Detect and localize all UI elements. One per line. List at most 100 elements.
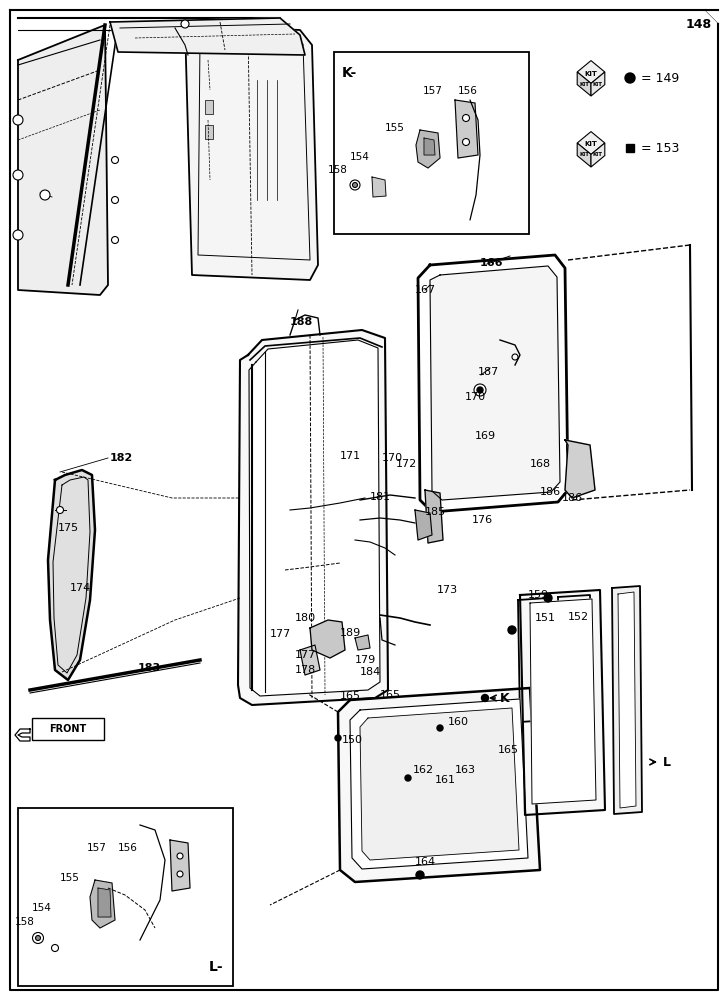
Circle shape <box>356 139 364 147</box>
Circle shape <box>462 138 470 145</box>
Polygon shape <box>360 708 519 860</box>
Text: L-: L- <box>208 960 223 974</box>
Polygon shape <box>18 25 108 295</box>
Polygon shape <box>48 470 95 680</box>
Circle shape <box>38 891 46 899</box>
Text: 165: 165 <box>380 690 401 700</box>
Circle shape <box>57 506 63 514</box>
Text: 177: 177 <box>270 629 291 639</box>
Bar <box>431 74 437 80</box>
Text: 173: 173 <box>437 585 458 595</box>
Circle shape <box>36 936 41 940</box>
Circle shape <box>13 115 23 125</box>
Text: 177: 177 <box>295 650 316 660</box>
Polygon shape <box>10 10 718 990</box>
Polygon shape <box>706 10 718 22</box>
Text: FRONT: FRONT <box>50 724 87 734</box>
Circle shape <box>53 861 61 869</box>
Polygon shape <box>425 490 443 543</box>
Text: KIT: KIT <box>579 152 589 157</box>
Text: 179: 179 <box>355 655 376 665</box>
Polygon shape <box>455 100 478 158</box>
Circle shape <box>464 74 472 82</box>
Text: 150: 150 <box>342 735 363 745</box>
Text: 157: 157 <box>423 86 443 96</box>
Text: 157: 157 <box>87 843 107 853</box>
Circle shape <box>111 196 119 204</box>
Circle shape <box>512 354 518 360</box>
Text: 175: 175 <box>58 523 79 533</box>
Text: 162: 162 <box>413 765 434 775</box>
Text: 182: 182 <box>110 453 133 463</box>
Circle shape <box>462 114 470 121</box>
Polygon shape <box>418 255 568 512</box>
Circle shape <box>71 861 79 869</box>
Text: 187: 187 <box>478 367 499 377</box>
Text: 154: 154 <box>350 152 370 162</box>
Circle shape <box>126 831 134 839</box>
Polygon shape <box>355 635 370 650</box>
Text: 167: 167 <box>415 285 436 295</box>
Bar <box>32 718 104 740</box>
Text: 172: 172 <box>396 459 417 469</box>
Text: 156: 156 <box>118 843 138 853</box>
Polygon shape <box>238 330 388 705</box>
Bar <box>450 74 456 80</box>
Circle shape <box>177 871 183 877</box>
Text: K-: K- <box>342 66 357 80</box>
Text: KIT: KIT <box>593 152 603 157</box>
Circle shape <box>350 180 360 190</box>
Text: 163: 163 <box>455 765 476 775</box>
Circle shape <box>111 236 119 243</box>
Polygon shape <box>430 266 560 500</box>
Polygon shape <box>558 595 592 720</box>
Text: 183: 183 <box>138 663 161 673</box>
Polygon shape <box>310 620 345 658</box>
Text: 165: 165 <box>340 691 361 701</box>
Text: 168: 168 <box>530 459 551 469</box>
Circle shape <box>33 932 44 944</box>
Polygon shape <box>249 340 380 696</box>
Text: 176: 176 <box>472 515 493 525</box>
Text: 151: 151 <box>535 613 556 623</box>
Polygon shape <box>415 510 432 540</box>
Circle shape <box>477 387 483 393</box>
Text: L: L <box>663 756 671 768</box>
Polygon shape <box>591 72 605 96</box>
Polygon shape <box>520 590 605 815</box>
Polygon shape <box>110 18 305 55</box>
Circle shape <box>396 109 404 117</box>
Text: 152: 152 <box>568 612 589 622</box>
Circle shape <box>437 725 443 731</box>
Text: 169: 169 <box>475 431 496 441</box>
Circle shape <box>13 170 23 180</box>
Text: 178: 178 <box>295 665 316 675</box>
Polygon shape <box>612 586 642 814</box>
Polygon shape <box>338 688 540 882</box>
Text: 164: 164 <box>415 857 436 867</box>
Polygon shape <box>424 138 435 155</box>
Circle shape <box>52 944 58 952</box>
Text: 186: 186 <box>562 493 583 503</box>
Bar <box>205 125 213 139</box>
Polygon shape <box>350 699 528 869</box>
Polygon shape <box>591 143 605 167</box>
Text: K: K <box>500 692 510 704</box>
Polygon shape <box>518 598 550 722</box>
Polygon shape <box>577 132 605 154</box>
Polygon shape <box>618 592 636 808</box>
Circle shape <box>111 156 119 163</box>
Circle shape <box>625 73 635 83</box>
Circle shape <box>474 384 486 396</box>
Text: 156: 156 <box>458 86 478 96</box>
Circle shape <box>405 775 411 781</box>
Circle shape <box>40 190 50 200</box>
Circle shape <box>416 871 424 879</box>
Text: 161: 161 <box>435 775 456 785</box>
Circle shape <box>377 109 385 117</box>
Polygon shape <box>15 729 30 741</box>
Text: 185: 185 <box>425 507 446 517</box>
Bar <box>340 140 346 146</box>
Text: 154: 154 <box>32 903 52 913</box>
Circle shape <box>352 182 357 188</box>
